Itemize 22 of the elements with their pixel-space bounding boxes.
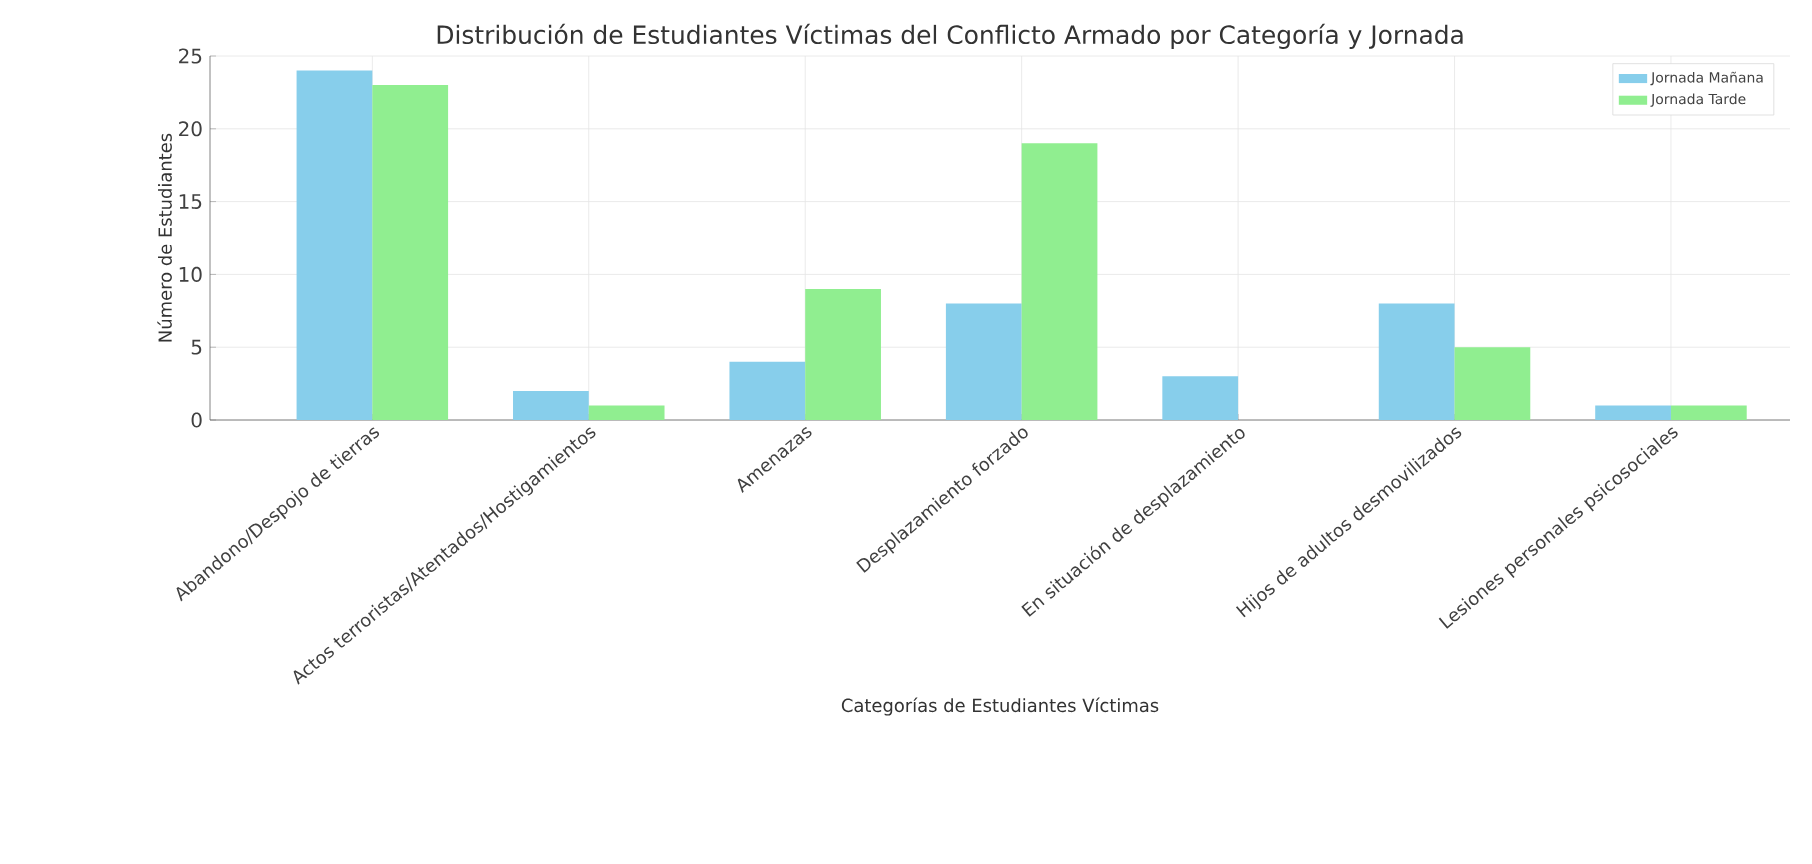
bar — [729, 361, 806, 421]
bar — [945, 303, 1022, 421]
x-axis-title: Categorías de Estudiantes Víctimas — [841, 697, 1159, 716]
bar — [1162, 376, 1239, 421]
bar — [805, 288, 881, 421]
y-tick-label: 20 — [179, 121, 202, 137]
y-tick-label: 10 — [179, 266, 202, 282]
y-tick-label: 25 — [179, 48, 202, 64]
y-axis-title: Número de Estudiantes — [157, 133, 172, 342]
y-tick-label: 5 — [191, 339, 202, 355]
bar — [513, 390, 589, 421]
bar — [1670, 405, 1747, 421]
bar — [296, 70, 373, 421]
chart-title: Distribución de Estudiantes Víctimas del Conflicto Armado por Categoría y Jornada — [437, 23, 1463, 49]
y-tick-label: 15 — [179, 194, 202, 210]
bar — [372, 85, 449, 421]
bar — [1454, 347, 1531, 421]
bar — [1595, 405, 1671, 421]
bar — [588, 405, 665, 421]
y-tick-label: 0 — [191, 412, 202, 428]
bar — [1021, 143, 1098, 421]
bar — [1378, 303, 1455, 421]
